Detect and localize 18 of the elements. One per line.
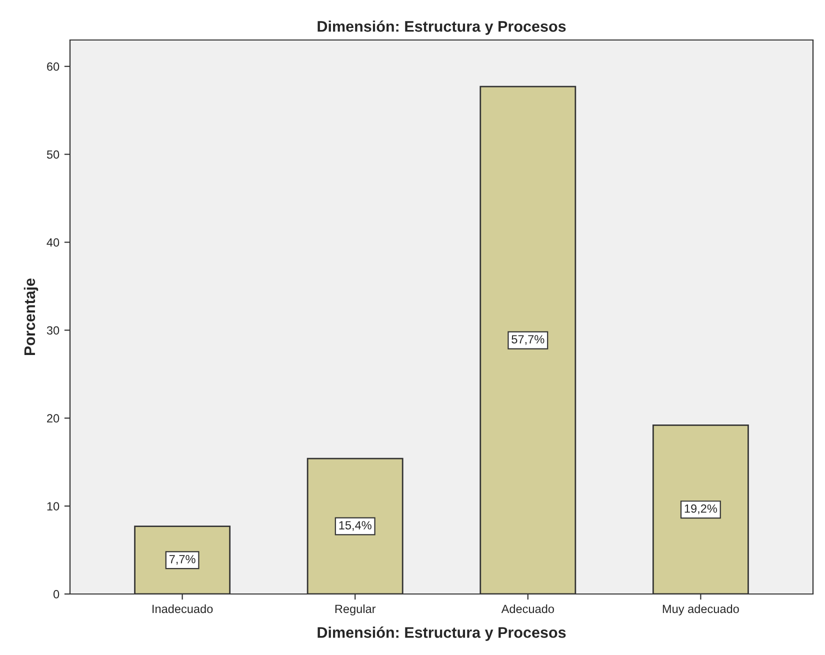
y-axis-title: Porcentaje (24, 278, 38, 356)
y-tick-label: 60 (47, 62, 60, 71)
x-tick-label: Regular (335, 604, 376, 616)
chart-title: Dimensión: Estructura y Procesos (318, 20, 566, 35)
y-tick-label: 40 (46, 238, 60, 247)
y-tick-label: 50 (46, 150, 60, 159)
y-tick-label: 10 (47, 502, 60, 510)
x-tick-label: Adecuado (501, 604, 554, 614)
data-label: 19,2% (684, 504, 718, 514)
y-tick-label: 0 (53, 590, 60, 598)
x-tick-label: Muy adecuado (662, 604, 739, 616)
y-tick-label: 20 (47, 414, 60, 423)
y-tick-label: 30 (46, 326, 60, 335)
x-tick-label: Inadecuado (152, 604, 213, 614)
data-label: 7,7% (169, 555, 196, 565)
x-axis-title: Dimensión: Estructura y Procesos (318, 626, 566, 641)
data-label: 57,7% (512, 335, 544, 345)
data-label: 15,4% (339, 521, 372, 531)
